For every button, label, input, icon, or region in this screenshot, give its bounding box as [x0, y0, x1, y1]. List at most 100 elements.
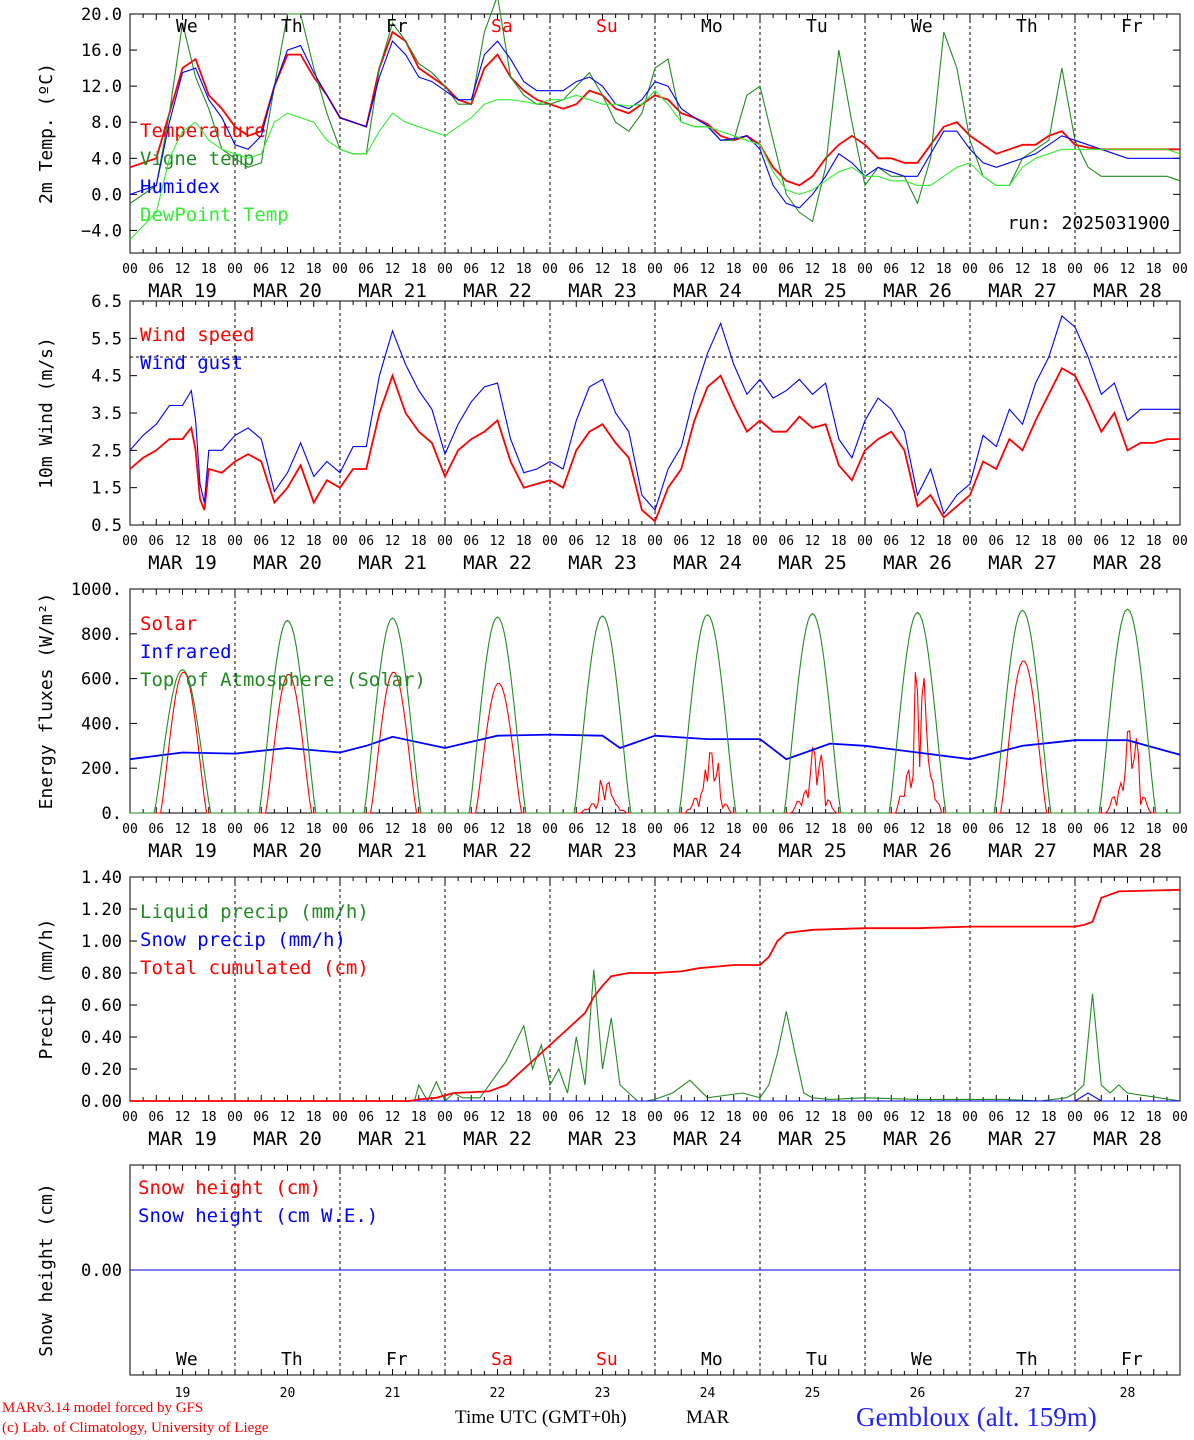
- panel-precip-series-line: [130, 888, 1181, 1102]
- day-name-label: Su: [596, 1349, 618, 1370]
- hour-tick-label: 12: [280, 822, 296, 837]
- hour-tick-label: 00: [752, 1110, 768, 1125]
- date-label: MAR 22: [463, 1128, 532, 1150]
- date-label: MAR 25: [778, 552, 847, 574]
- hour-tick-label: 12: [175, 534, 191, 549]
- day-number-label: 22: [490, 1386, 506, 1401]
- hour-tick-label: 18: [726, 822, 742, 837]
- hour-tick-label: 06: [463, 1110, 479, 1125]
- hour-tick-label: 00: [1172, 1110, 1188, 1125]
- hour-tick-label: 00: [122, 534, 138, 549]
- hour-tick-label: 12: [490, 262, 506, 277]
- hour-tick-label: 18: [516, 1110, 532, 1125]
- hour-tick-label: 18: [201, 534, 217, 549]
- hour-tick-label: 18: [411, 534, 427, 549]
- hour-tick-label: 12: [280, 1110, 296, 1125]
- hour-tick-label: 06: [253, 822, 269, 837]
- hour-tick-label: 12: [385, 1110, 401, 1125]
- hour-tick-label: 12: [385, 534, 401, 549]
- hour-tick-label: 18: [201, 822, 217, 837]
- panel-temperature-ylabel: 2m Temp. (ºC): [36, 63, 57, 204]
- hour-tick-label: 06: [1093, 262, 1109, 277]
- hour-tick-label: 12: [385, 822, 401, 837]
- hour-tick-label: 00: [962, 822, 978, 837]
- hour-tick-label: 00: [857, 262, 873, 277]
- date-label: MAR 20: [253, 840, 322, 862]
- hour-tick-label: 00: [1067, 822, 1083, 837]
- hour-tick-label: 06: [778, 534, 794, 549]
- panel-temperature-ytick-label: 12.0: [81, 77, 122, 97]
- day-name-label: Tu: [806, 1349, 828, 1370]
- date-label: MAR 20: [253, 552, 322, 574]
- panel-temperature-ytick-label: −4.0: [81, 221, 122, 241]
- day-name-label: Mo: [701, 1349, 723, 1370]
- footer-month: MAR: [686, 1407, 730, 1428]
- hour-tick-label: 18: [516, 534, 532, 549]
- date-label: MAR 26: [883, 552, 952, 574]
- panel-temperature-ytick-label: 0.0: [91, 185, 122, 205]
- panel-energy-ytick-label: 800.: [81, 625, 122, 645]
- hour-tick-label: 18: [516, 262, 532, 277]
- hour-tick-label: 06: [148, 262, 164, 277]
- panel-energy-legend-entry: Top of Atmosphere (Solar): [140, 669, 426, 691]
- hour-tick-label: 00: [227, 822, 243, 837]
- hour-tick-label: 06: [463, 262, 479, 277]
- day-number-label: 20: [280, 1386, 296, 1401]
- date-label: MAR 27: [988, 552, 1057, 574]
- day-name-label: Sa: [491, 16, 513, 37]
- panel-precip-ytick-label: 0.20: [81, 1060, 122, 1080]
- panel-temperature-ytick-label: 20.0: [81, 5, 122, 25]
- hour-tick-label: 06: [148, 534, 164, 549]
- hour-tick-label: 06: [358, 534, 374, 549]
- day-number-label: 25: [805, 1386, 821, 1401]
- panel-temperature-ytick-label: 4.0: [91, 149, 122, 169]
- day-number-label: 24: [700, 1386, 716, 1401]
- hour-tick-label: 00: [647, 822, 663, 837]
- panel-temperature-series-line: [129, 40, 1180, 209]
- hour-tick-label: 06: [988, 534, 1004, 549]
- hour-tick-label: 06: [883, 822, 899, 837]
- date-label: MAR 25: [778, 280, 847, 302]
- hour-tick-label: 06: [148, 1110, 164, 1125]
- date-label: MAR 26: [883, 280, 952, 302]
- day-number-label: 23: [595, 1386, 611, 1401]
- panel-temperature-legend-entry: DewPoint Temp: [140, 204, 289, 226]
- hour-tick-label: 18: [201, 1110, 217, 1125]
- hour-tick-label: 18: [831, 822, 847, 837]
- hour-tick-label: 12: [1120, 534, 1136, 549]
- date-label: MAR 28: [1093, 552, 1162, 574]
- hour-tick-label: 18: [516, 822, 532, 837]
- panel-temperature-ytick-label: 8.0: [91, 113, 122, 133]
- day-name-label: Th: [281, 1349, 303, 1370]
- panel-wind-ytick-label: 4.5: [91, 367, 122, 387]
- hour-tick-label: 06: [568, 262, 584, 277]
- panel-precip-legend-entry: Snow precip (mm/h): [140, 929, 346, 951]
- hour-tick-label: 12: [490, 822, 506, 837]
- panel-precip-ytick-label: 0.40: [81, 1028, 122, 1048]
- hour-tick-label: 00: [542, 1110, 558, 1125]
- date-label: MAR 23: [568, 840, 637, 862]
- day-name-label: We: [911, 1349, 933, 1370]
- hour-tick-label: 06: [253, 534, 269, 549]
- hour-tick-label: 18: [726, 262, 742, 277]
- date-label: MAR 28: [1093, 280, 1162, 302]
- day-name-label: Fr: [1121, 16, 1143, 37]
- hour-tick-label: 00: [227, 534, 243, 549]
- hour-tick-label: 00: [962, 534, 978, 549]
- hour-tick-label: 06: [988, 1110, 1004, 1125]
- day-name-label: Tu: [806, 16, 828, 37]
- hour-tick-label: 12: [910, 262, 926, 277]
- date-label: MAR 24: [673, 1128, 742, 1150]
- day-number-label: 26: [910, 1386, 926, 1401]
- date-label: MAR 22: [463, 280, 532, 302]
- day-number-label: 19: [175, 1386, 191, 1401]
- hour-tick-label: 12: [280, 262, 296, 277]
- hour-tick-label: 12: [805, 262, 821, 277]
- day-name-label: Th: [281, 16, 303, 37]
- hour-tick-label: 00: [647, 534, 663, 549]
- hour-tick-label: 00: [647, 262, 663, 277]
- hour-tick-label: 12: [805, 822, 821, 837]
- panel-energy-ylabel: Energy fluxes (W/m²): [36, 593, 57, 810]
- hour-tick-label: 06: [253, 1110, 269, 1125]
- hour-tick-label: 06: [463, 822, 479, 837]
